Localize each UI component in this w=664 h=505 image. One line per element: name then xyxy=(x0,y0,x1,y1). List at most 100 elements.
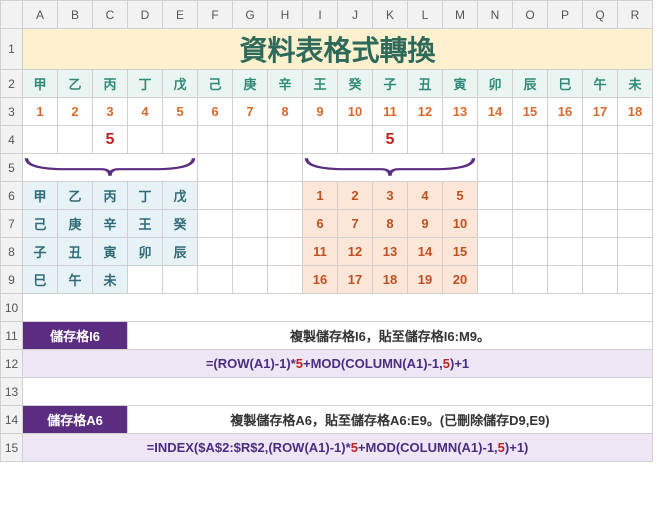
empty-cell[interactable] xyxy=(618,182,653,210)
header-num[interactable]: 11 xyxy=(373,98,408,126)
header-char[interactable]: 辰 xyxy=(513,70,548,98)
table-a-cell[interactable]: 己 xyxy=(23,210,58,238)
empty-cell[interactable] xyxy=(198,210,233,238)
table-a-cell[interactable]: 辰 xyxy=(163,238,198,266)
header-num[interactable]: 12 xyxy=(408,98,443,126)
header-char[interactable]: 丙 xyxy=(93,70,128,98)
empty-cell[interactable] xyxy=(233,238,268,266)
table-b-cell[interactable]: 6 xyxy=(303,210,338,238)
empty-cell[interactable] xyxy=(583,210,618,238)
col-hdr[interactable]: K xyxy=(373,1,408,29)
row-hdr[interactable]: 8 xyxy=(1,238,23,266)
header-num[interactable]: 2 xyxy=(58,98,93,126)
header-char[interactable]: 癸 xyxy=(338,70,373,98)
table-a-cell[interactable]: 丙 xyxy=(93,182,128,210)
row-hdr[interactable]: 10 xyxy=(1,294,23,322)
table-b-cell[interactable]: 1 xyxy=(303,182,338,210)
empty-cell[interactable] xyxy=(548,210,583,238)
header-num[interactable]: 14 xyxy=(478,98,513,126)
col-hdr[interactable]: E xyxy=(163,1,198,29)
col-hdr[interactable]: R xyxy=(618,1,653,29)
table-b-cell[interactable]: 4 xyxy=(408,182,443,210)
empty-cell[interactable] xyxy=(198,266,233,294)
table-b-cell[interactable]: 12 xyxy=(338,238,373,266)
table-b-cell[interactable]: 9 xyxy=(408,210,443,238)
col-hdr[interactable]: D xyxy=(128,1,163,29)
empty-cell[interactable] xyxy=(268,238,303,266)
header-char[interactable]: 丑 xyxy=(408,70,443,98)
empty-cell[interactable] xyxy=(478,210,513,238)
empty-cell[interactable] xyxy=(268,182,303,210)
empty-cell[interactable] xyxy=(583,238,618,266)
table-b-cell[interactable]: 13 xyxy=(373,238,408,266)
header-num[interactable]: 6 xyxy=(198,98,233,126)
row-hdr[interactable]: 11 xyxy=(1,322,23,350)
header-char[interactable]: 乙 xyxy=(58,70,93,98)
empty-cell[interactable] xyxy=(478,182,513,210)
header-char[interactable]: 戊 xyxy=(163,70,198,98)
table-a-cell[interactable]: 癸 xyxy=(163,210,198,238)
empty-cell[interactable] xyxy=(513,238,548,266)
header-num[interactable]: 5 xyxy=(163,98,198,126)
table-a-cell[interactable]: 午 xyxy=(58,266,93,294)
empty-cell[interactable] xyxy=(233,182,268,210)
row-hdr[interactable]: 13 xyxy=(1,378,23,406)
col-hdr[interactable]: M xyxy=(443,1,478,29)
empty-cell[interactable] xyxy=(233,266,268,294)
table-b-cell[interactable]: 7 xyxy=(338,210,373,238)
col-hdr[interactable]: A xyxy=(23,1,58,29)
row-hdr[interactable]: 2 xyxy=(1,70,23,98)
col-hdr[interactable]: N xyxy=(478,1,513,29)
empty-cell[interactable] xyxy=(618,238,653,266)
empty-cell[interactable] xyxy=(513,210,548,238)
empty-cell[interactable] xyxy=(268,266,303,294)
header-num[interactable]: 9 xyxy=(303,98,338,126)
empty-cell[interactable] xyxy=(478,266,513,294)
table-a-cell[interactable]: 王 xyxy=(128,210,163,238)
col-hdr[interactable]: G xyxy=(233,1,268,29)
col-hdr[interactable]: H xyxy=(268,1,303,29)
empty-cell[interactable] xyxy=(478,238,513,266)
header-num[interactable]: 15 xyxy=(513,98,548,126)
empty-cell[interactable] xyxy=(618,266,653,294)
row-hdr[interactable]: 1 xyxy=(1,29,23,70)
header-char[interactable]: 卯 xyxy=(478,70,513,98)
table-a-cell[interactable]: 未 xyxy=(93,266,128,294)
table-a-cell[interactable]: 辛 xyxy=(93,210,128,238)
header-char[interactable]: 子 xyxy=(373,70,408,98)
table-a-cell[interactable]: 庚 xyxy=(58,210,93,238)
header-char[interactable]: 未 xyxy=(618,70,653,98)
header-num[interactable]: 13 xyxy=(443,98,478,126)
row-hdr[interactable]: 7 xyxy=(1,210,23,238)
header-num[interactable]: 3 xyxy=(93,98,128,126)
table-a-cell[interactable]: 乙 xyxy=(58,182,93,210)
empty-cell[interactable] xyxy=(583,266,618,294)
table-b-cell[interactable]: 10 xyxy=(443,210,478,238)
col-hdr[interactable]: Q xyxy=(583,1,618,29)
header-char[interactable]: 庚 xyxy=(233,70,268,98)
row-hdr[interactable]: 3 xyxy=(1,98,23,126)
table-a-cell[interactable]: 甲 xyxy=(23,182,58,210)
empty-cell[interactable] xyxy=(233,210,268,238)
header-char[interactable]: 王 xyxy=(303,70,338,98)
header-num[interactable]: 18 xyxy=(618,98,653,126)
header-char[interactable]: 甲 xyxy=(23,70,58,98)
header-num[interactable]: 16 xyxy=(548,98,583,126)
table-b-cell[interactable]: 5 xyxy=(443,182,478,210)
header-char[interactable]: 己 xyxy=(198,70,233,98)
table-b-cell[interactable]: 3 xyxy=(373,182,408,210)
col-hdr[interactable]: B xyxy=(58,1,93,29)
header-char[interactable]: 巳 xyxy=(548,70,583,98)
col-hdr[interactable]: L xyxy=(408,1,443,29)
table-b-cell[interactable]: 19 xyxy=(408,266,443,294)
table-b-cell[interactable]: 11 xyxy=(303,238,338,266)
header-char[interactable]: 辛 xyxy=(268,70,303,98)
table-b-cell[interactable]: 17 xyxy=(338,266,373,294)
header-char[interactable]: 午 xyxy=(583,70,618,98)
header-num[interactable]: 10 xyxy=(338,98,373,126)
empty-cell[interactable] xyxy=(513,182,548,210)
empty-cell[interactable] xyxy=(548,182,583,210)
col-hdr[interactable]: J xyxy=(338,1,373,29)
table-a-cell[interactable] xyxy=(128,266,163,294)
row-hdr[interactable]: 14 xyxy=(1,406,23,434)
